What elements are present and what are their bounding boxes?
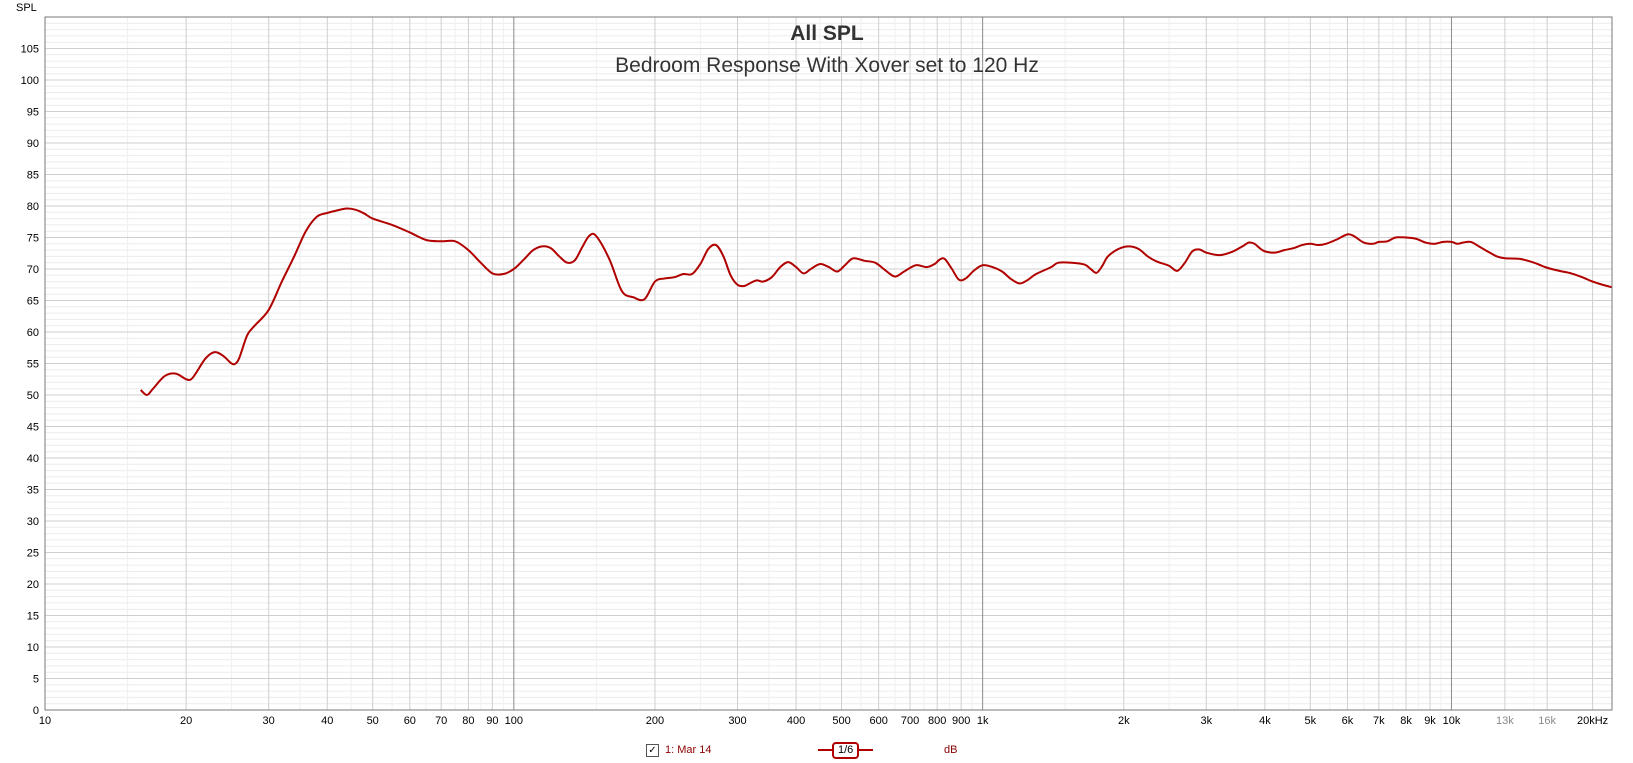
y-tick-label: 0 <box>33 705 39 717</box>
x-tick-label: 1k <box>977 715 989 727</box>
series-layer <box>140 207 1613 396</box>
y-tick-label: 105 <box>21 44 39 56</box>
smoothing-label: 1/6 <box>832 741 860 759</box>
y-tick-label: 80 <box>27 201 39 213</box>
smoothing-line-left <box>818 749 832 751</box>
y-tick-label: 75 <box>27 233 39 245</box>
y-tick-label: 20 <box>27 579 39 591</box>
y-tick-label: 35 <box>27 485 39 497</box>
x-tick-label: 20kHz <box>1577 715 1608 727</box>
y-tick-label: 30 <box>27 516 39 528</box>
x-tick-label: 600 <box>869 715 887 727</box>
x-tick-label: 90 <box>486 715 498 727</box>
y-tick-label: 70 <box>27 264 39 276</box>
x-tick-label: 6k <box>1342 715 1354 727</box>
y-tick-label: 15 <box>27 611 39 623</box>
unit-label-text: dB <box>944 744 958 756</box>
x-tick-label: 13k <box>1496 715 1514 727</box>
y-tick-label: 50 <box>27 390 39 402</box>
x-tick-label: 16k <box>1538 715 1556 727</box>
chart-subtitle: Bedroom Response With Xover set to 120 H… <box>615 54 1039 77</box>
y-tick-label: 90 <box>27 138 39 150</box>
smoothing-line-right <box>859 749 874 751</box>
y-tick-label: 85 <box>27 170 39 182</box>
x-tick-label: 400 <box>787 715 805 727</box>
x-tick-label: 10 <box>39 715 51 727</box>
x-tick-label: 5k <box>1305 715 1317 727</box>
y-tick-label: 5 <box>33 674 39 686</box>
x-tick-label: 200 <box>646 715 664 727</box>
y-tick-label: 45 <box>27 422 39 434</box>
y-tick-label: 60 <box>27 327 39 339</box>
x-tick-label: 7k <box>1373 715 1385 727</box>
x-tick-label: 20 <box>180 715 192 727</box>
x-tick-label: 3k <box>1201 715 1213 727</box>
x-tick-label: 100 <box>505 715 523 727</box>
x-tick-label: 10k <box>1443 715 1461 727</box>
y-tick-label: 10 <box>27 642 39 654</box>
x-tick-label: 2k <box>1118 715 1130 727</box>
x-tick-label: 9k <box>1424 715 1436 727</box>
chart-title: All SPL <box>790 22 864 45</box>
smoothing-indicator[interactable]: 1/6 <box>818 741 874 759</box>
x-tick-label: 300 <box>728 715 746 727</box>
legend-item[interactable]: ✓ 1: Mar 14 <box>646 741 711 759</box>
x-tick-label: 60 <box>404 715 416 727</box>
legend-item-label: 1: Mar 14 <box>665 744 712 756</box>
tick-layer: 0 5 10 15 20 25 30 35 40 45 50 55 60 65 70 75 80 85 90 95 10… <box>21 44 1609 728</box>
y-tick-label: 95 <box>27 107 39 119</box>
series-line <box>140 207 1613 396</box>
legend-checkbox[interactable]: ✓ <box>646 743 659 757</box>
x-tick-label: 40 <box>321 715 333 727</box>
x-tick-label: 4k <box>1259 715 1271 727</box>
x-tick-label: 900 <box>952 715 970 727</box>
y-tick-label: 25 <box>27 548 39 560</box>
y-tick-label: 40 <box>27 453 39 465</box>
unit-label: dB <box>944 741 957 759</box>
x-tick-label: 50 <box>367 715 379 727</box>
x-tick-label: 30 <box>263 715 275 727</box>
y-axis-label: SPL <box>16 2 37 14</box>
y-tick-label: 65 <box>27 296 39 308</box>
x-tick-label: 800 <box>928 715 946 727</box>
x-tick-label: 70 <box>435 715 447 727</box>
x-tick-label: 700 <box>901 715 919 727</box>
y-tick-label: 100 <box>21 75 39 87</box>
x-tick-label: 8k <box>1400 715 1412 727</box>
x-tick-label: 500 <box>832 715 850 727</box>
plot-frame <box>44 16 1613 711</box>
grid-layer <box>44 17 1612 711</box>
y-tick-label: 55 <box>27 359 39 371</box>
x-tick-label: 80 <box>462 715 474 727</box>
